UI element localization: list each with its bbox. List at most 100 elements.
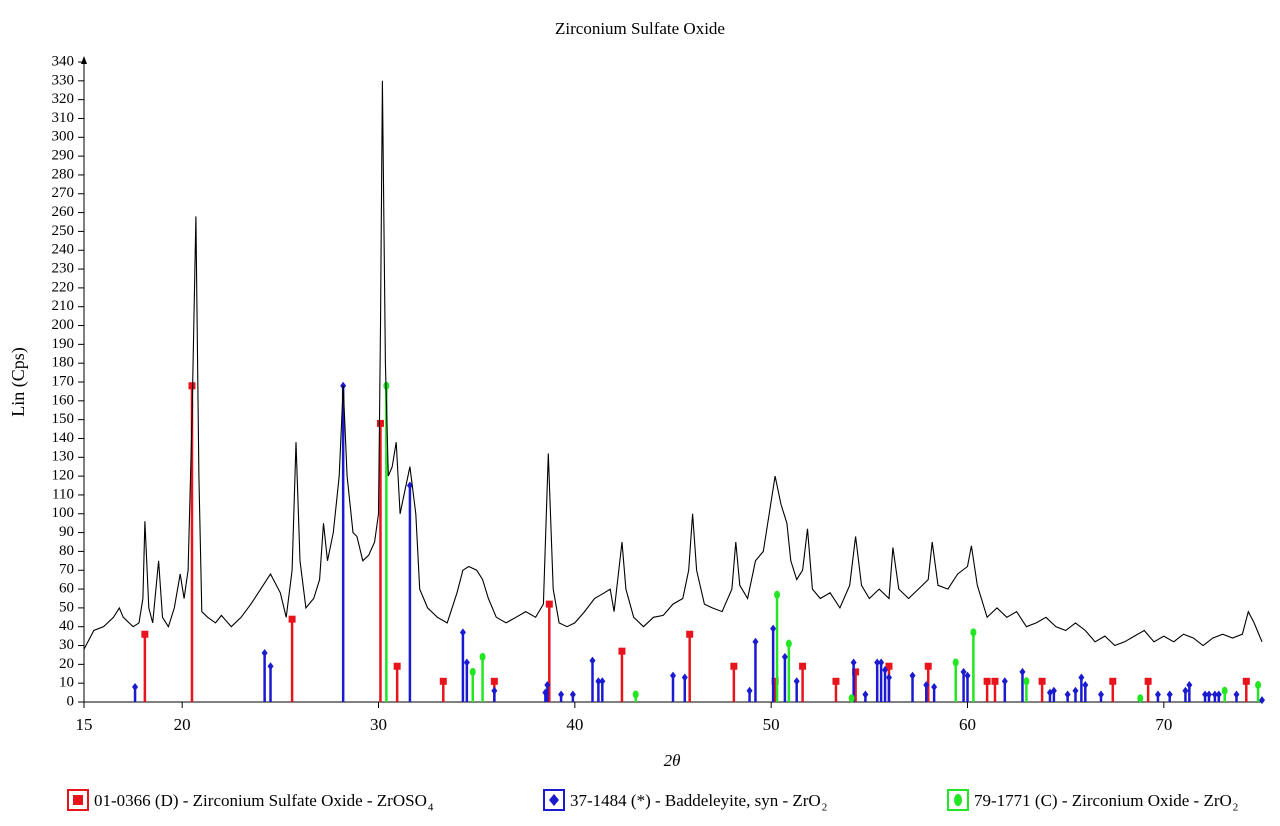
- y-tick-label: 210: [52, 298, 75, 314]
- stick-marker: [1001, 677, 1008, 686]
- stick-marker: [599, 677, 606, 686]
- legend-marker: [73, 795, 83, 805]
- stick-marker: [558, 690, 565, 699]
- y-axis-label: Lin (Cps): [8, 347, 29, 417]
- y-tick-label: 290: [52, 148, 75, 164]
- x-tick-label: 20: [174, 715, 191, 734]
- legend-marker: [954, 794, 962, 806]
- stick-marker: [885, 662, 893, 670]
- legend-label: 79-1771 (C) - Zirconium Oxide - ZrO: [974, 791, 1232, 810]
- y-tick-label: 230: [52, 260, 75, 276]
- stick-marker: [991, 677, 999, 685]
- stick-marker: [569, 690, 576, 699]
- x-tick-label: 30: [370, 715, 387, 734]
- stick-marker: [960, 667, 967, 676]
- stick-marker: [1221, 686, 1228, 695]
- x-tick-label: 70: [1155, 715, 1172, 734]
- y-tick-label: 20: [59, 656, 74, 672]
- legend-item: 79-1771 (C) - Zirconium Oxide - ZrO 2: [947, 789, 1239, 814]
- y-tick-label: 220: [52, 279, 75, 295]
- legend-label: 01-0366 (D) - Zirconium Sulfate Oxide - …: [94, 791, 427, 810]
- stick-marker: [393, 662, 401, 670]
- x-tick-label: 50: [763, 715, 780, 734]
- y-tick-label: 80: [59, 543, 74, 559]
- stick-marker: [261, 649, 268, 658]
- stick-marker: [1144, 677, 1152, 685]
- stick-marker: [406, 481, 413, 490]
- stick-marker: [681, 673, 688, 682]
- stick-marker: [595, 677, 602, 686]
- x-tick-label: 15: [76, 715, 93, 734]
- y-tick-label: 180: [52, 355, 75, 371]
- stick-marker: [267, 662, 274, 671]
- y-tick-label: 310: [52, 110, 75, 126]
- y-tick-label: 250: [52, 223, 75, 239]
- y-tick-label: 140: [52, 430, 75, 446]
- stick-marker: [1064, 690, 1071, 699]
- stick-marker: [923, 681, 930, 690]
- stick-marker: [852, 668, 860, 676]
- stick-marker: [771, 677, 779, 685]
- y-tick-label: 260: [52, 204, 75, 220]
- y-tick-label: 130: [52, 449, 75, 465]
- stick-marker: [1023, 677, 1030, 686]
- stick-marker: [469, 667, 476, 676]
- y-tick-label: 30: [59, 637, 74, 653]
- y-tick-label: 170: [52, 373, 75, 389]
- stick-marker: [970, 628, 977, 637]
- stick-marker: [132, 682, 139, 691]
- legend-subscript: 2: [822, 802, 828, 814]
- stick-marker: [1166, 690, 1173, 699]
- stick-marker: [1211, 690, 1218, 699]
- stick-marker: [490, 677, 498, 685]
- stick-marker: [799, 662, 807, 670]
- stick-marker: [774, 590, 781, 599]
- stick-marker: [983, 677, 991, 685]
- y-tick-label: 100: [52, 505, 75, 521]
- pattern-line: [83, 80, 1263, 650]
- stick-marker: [1182, 686, 1189, 695]
- y-tick-label: 330: [52, 72, 75, 88]
- stick-marker: [862, 690, 869, 699]
- stick-marker: [1205, 690, 1212, 699]
- stick-marker: [931, 682, 938, 691]
- stick-marker: [618, 647, 626, 655]
- stick-marker: [544, 681, 551, 690]
- y-tick-label: 340: [52, 53, 75, 69]
- stick-marker: [850, 658, 857, 667]
- stick-marker: [874, 658, 881, 667]
- stick-marker: [1202, 690, 1209, 699]
- stick-marker: [1137, 694, 1144, 703]
- stick-marker: [1078, 673, 1085, 682]
- stick-marker: [288, 615, 296, 623]
- stick-marker: [793, 677, 800, 686]
- x-tick-label: 60: [959, 715, 976, 734]
- stick-marker: [1050, 686, 1057, 695]
- stick-marker: [1098, 690, 1105, 699]
- y-tick-label: 160: [52, 392, 75, 408]
- stick-marker: [878, 658, 885, 667]
- legend-subscript: 2: [1233, 802, 1239, 814]
- stick-marker: [1215, 690, 1222, 699]
- stick-marker: [459, 628, 466, 637]
- stick-marker: [952, 658, 959, 667]
- stick-marker: [746, 686, 753, 695]
- stick-marker: [730, 662, 738, 670]
- stick-marker: [670, 671, 676, 680]
- y-tick-label: 150: [52, 411, 75, 427]
- y-tick-label: 300: [52, 129, 75, 145]
- y-tick-label: 60: [59, 580, 74, 596]
- y-tick-label: 0: [67, 693, 75, 709]
- stick-marker: [439, 677, 447, 685]
- stick-marker: [463, 658, 470, 667]
- y-tick-label: 200: [52, 317, 75, 333]
- stick-marker: [1255, 681, 1262, 690]
- y-tick-label: 280: [52, 166, 75, 182]
- stick-marker: [781, 652, 788, 661]
- y-axis-arrow: [81, 56, 87, 64]
- stick-marker: [832, 677, 840, 685]
- stick-marker: [491, 686, 498, 695]
- y-tick-label: 270: [52, 185, 75, 201]
- stick-marker: [964, 671, 971, 680]
- stick-marker: [1109, 677, 1117, 685]
